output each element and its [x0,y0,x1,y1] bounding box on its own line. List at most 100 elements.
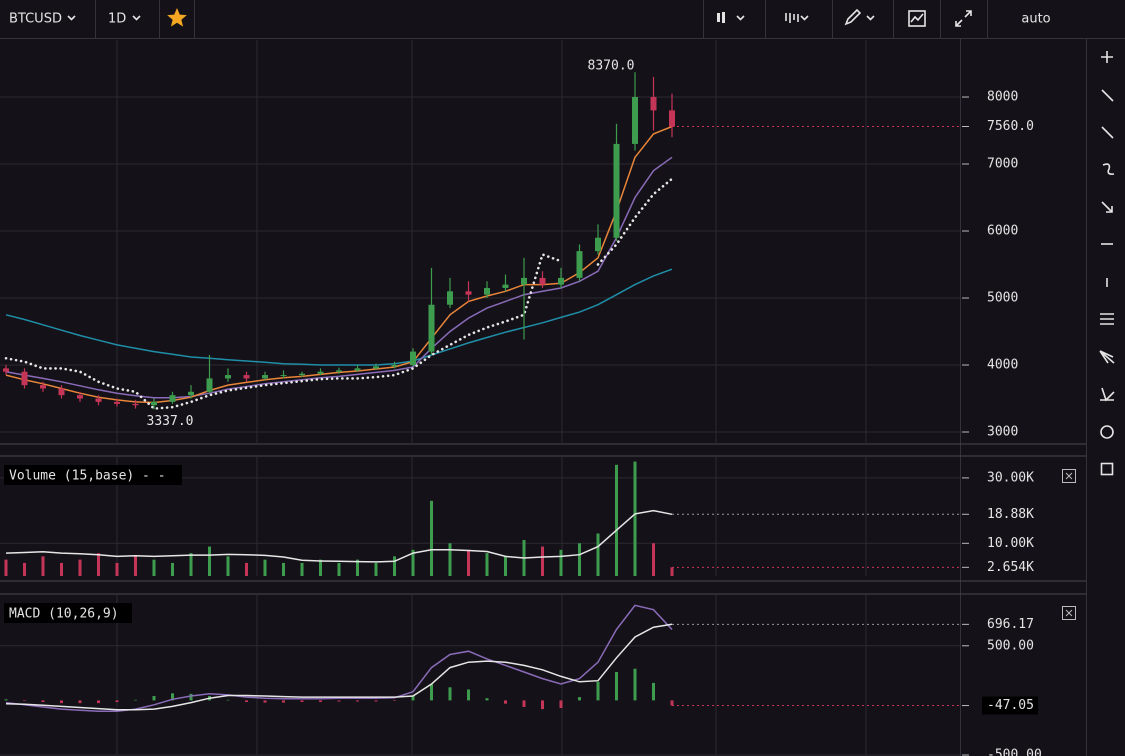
indicators-button[interactable] [785,13,809,23]
candle-body [595,237,601,252]
ray-tool[interactable] [1101,126,1114,139]
histogram-bar [467,689,470,701]
candle-body [151,401,157,406]
histogram-bar [152,696,156,701]
icon [717,13,720,22]
histogram-bar [485,698,489,701]
rectangle-tool[interactable] [1100,462,1114,476]
signal-line [5,623,673,711]
curve-tool[interactable] [1102,163,1115,175]
icon [910,13,924,23]
histogram-bar [226,699,230,701]
candle-body [465,291,472,295]
symbol[interactable]: BTCUSD [9,12,62,27]
parallel-channel-tool[interactable] [1100,313,1114,325]
volume-bar [337,562,341,576]
drawing-button[interactable] [844,8,875,26]
candle-body [410,351,416,366]
volume-bar [208,546,211,576]
volume-bar [171,562,174,576]
volume-bar [78,559,82,576]
histogram-bar [374,700,378,702]
candle-body [576,251,583,278]
y-tick-label: 4000 [987,358,1018,373]
candle-body [243,375,250,379]
volume-bar [374,562,378,576]
volume-bar [430,500,433,576]
histogram-bar [430,684,433,701]
histogram-bar [448,687,452,701]
volume-bar [23,562,26,576]
candle-body [447,291,453,305]
volume-bar [578,543,581,576]
circle-tool[interactable] [1100,425,1114,439]
volume-bar [226,556,230,576]
moving-average [5,268,673,366]
volume-bar [596,533,600,576]
fullscreen-button[interactable] [955,10,972,27]
volume-bar [504,556,507,576]
candle-body [558,277,564,285]
volume-bar [356,559,359,576]
chart-type-button[interactable] [717,12,745,23]
histogram-bar [115,700,119,703]
candle-body [3,368,9,372]
candle-body [225,375,231,379]
icon [1065,472,1073,480]
candle-body [373,366,379,369]
moving-average [5,156,673,399]
histogram-bar [615,671,618,701]
histogram-bar [670,700,674,706]
legend-box [4,603,132,623]
histogram-bar [23,700,26,701]
line-tool[interactable] [1101,89,1114,102]
candle-body [354,368,361,371]
pitchfork-tool[interactable] [1100,387,1115,402]
candle-body [521,277,527,285]
histogram-bar [189,693,193,701]
icon [1062,606,1076,620]
volume-bar [134,556,137,576]
y-tick-label: 500.00 [987,638,1034,653]
interval[interactable]: 1D [108,12,126,27]
scale-mode[interactable]: auto [1021,12,1050,27]
candle-body [484,287,490,295]
chevron[interactable] [132,15,141,21]
fan-tool[interactable] [1099,350,1115,364]
volume-bar [41,556,45,576]
arrow-tool[interactable] [1101,201,1113,213]
toolbar: BTCUSD 1D auto [0,0,1125,39]
candle-body [650,97,657,111]
volume-bar [411,549,415,576]
y-tick-label: -500.00 [987,748,1042,756]
candle-body [391,365,398,367]
candle-body [336,370,342,372]
histogram-bar [411,696,415,701]
candle-body [77,395,83,399]
volume-bar [4,559,8,576]
chevron[interactable] [67,15,76,21]
screenshot-button[interactable] [908,10,926,27]
histogram-bar [522,700,526,707]
drawing-tools [1086,38,1115,756]
crosshair-tool[interactable] [1101,51,1113,63]
legend-box [4,465,182,485]
y-tick-label: 10.00K [987,536,1034,551]
histogram-bar [41,700,45,703]
histogram-bar [4,699,8,701]
chevron [866,15,875,21]
close-macd[interactable] [1062,606,1076,620]
candle-body [21,371,28,386]
histogram-bar [541,700,544,710]
histogram-bar [319,700,322,703]
candle-body [262,375,268,379]
last-value-box [982,696,1038,715]
close-volume[interactable] [1062,469,1076,483]
volume-bar [541,546,544,576]
histogram-bar [393,700,396,701]
candle-body [539,277,546,285]
favorite-star[interactable] [167,8,187,27]
volume-bar [319,559,322,576]
volume-bar [300,562,304,576]
